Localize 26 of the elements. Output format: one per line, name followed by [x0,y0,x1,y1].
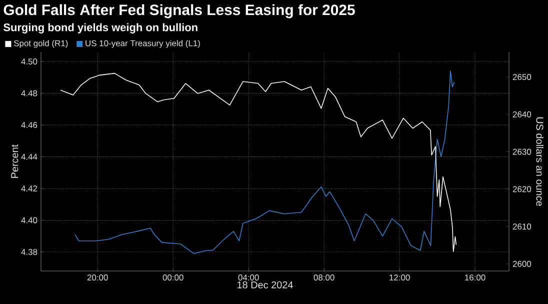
y-tick-label: 4.42 [21,186,38,192]
y2-tick-label: 2630 [512,148,532,155]
y2-tick-label: 2620 [512,186,532,192]
y2-tick-label: 2610 [512,224,532,230]
y2-tick-label: 2650 [512,74,532,80]
chart-title: Gold Falls After Fed Signals Less Easing for 2025 [4,4,355,18]
x-tick-label: 20:00 [87,274,108,281]
x-tick-label: 16:00 [465,274,486,281]
y-axis-title: Percent [11,144,18,178]
y2-tick-label: 2640 [512,111,532,118]
y-tick-label: 4.50 [21,58,38,65]
y-tick-label: 4.40 [21,217,38,224]
x-axis-title: 18 Dec 2024 [238,281,293,288]
y2-axis-title: US dollars an ounce [536,117,544,206]
x-tick-label: 00:00 [162,274,184,281]
chart-subtitle: Surging bond yields weigh on bullion [4,23,198,34]
legend-label: Spot gold (R1) [14,40,68,48]
y2-tick-label: 2600 [512,260,532,267]
y-tick-label: 4.48 [21,90,38,96]
y-tick-label: 4.46 [21,122,38,128]
x-tick-label: 04:00 [238,274,259,281]
x-tick-label: 12:00 [390,274,410,281]
y-tick-label: 4.38 [21,248,38,255]
legend-label: US 10-year Treasury yield (L1) [86,40,200,48]
y-tick-label: 4.44 [21,154,38,160]
x-tick-label: 08:00 [314,274,334,281]
